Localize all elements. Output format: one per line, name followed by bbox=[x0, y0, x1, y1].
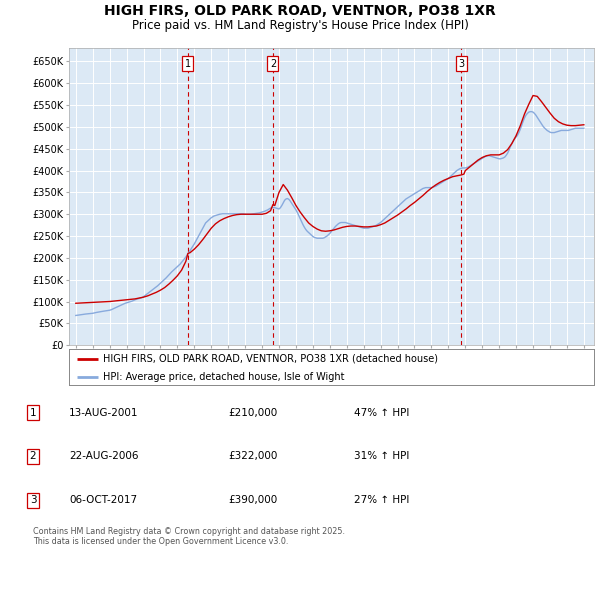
Text: 13-AUG-2001: 13-AUG-2001 bbox=[69, 408, 139, 418]
Text: HPI: Average price, detached house, Isle of Wight: HPI: Average price, detached house, Isle… bbox=[103, 372, 344, 382]
Text: 1: 1 bbox=[29, 408, 37, 418]
Text: 1: 1 bbox=[185, 58, 191, 68]
Text: 22-AUG-2006: 22-AUG-2006 bbox=[69, 451, 139, 461]
Text: Price paid vs. HM Land Registry's House Price Index (HPI): Price paid vs. HM Land Registry's House … bbox=[131, 19, 469, 32]
Text: £210,000: £210,000 bbox=[228, 408, 277, 418]
Text: HIGH FIRS, OLD PARK ROAD, VENTNOR, PO38 1XR: HIGH FIRS, OLD PARK ROAD, VENTNOR, PO38 … bbox=[104, 4, 496, 18]
Text: 2: 2 bbox=[270, 58, 276, 68]
Text: 2: 2 bbox=[29, 451, 37, 461]
Text: 3: 3 bbox=[29, 495, 37, 505]
Text: 27% ↑ HPI: 27% ↑ HPI bbox=[354, 495, 409, 505]
Text: 06-OCT-2017: 06-OCT-2017 bbox=[69, 495, 137, 505]
Text: HIGH FIRS, OLD PARK ROAD, VENTNOR, PO38 1XR (detached house): HIGH FIRS, OLD PARK ROAD, VENTNOR, PO38 … bbox=[103, 354, 438, 364]
Text: 31% ↑ HPI: 31% ↑ HPI bbox=[354, 451, 409, 461]
Text: £390,000: £390,000 bbox=[228, 495, 277, 505]
Text: 3: 3 bbox=[458, 58, 464, 68]
Text: 47% ↑ HPI: 47% ↑ HPI bbox=[354, 408, 409, 418]
Text: Contains HM Land Registry data © Crown copyright and database right 2025.
This d: Contains HM Land Registry data © Crown c… bbox=[33, 527, 345, 546]
Text: £322,000: £322,000 bbox=[228, 451, 277, 461]
